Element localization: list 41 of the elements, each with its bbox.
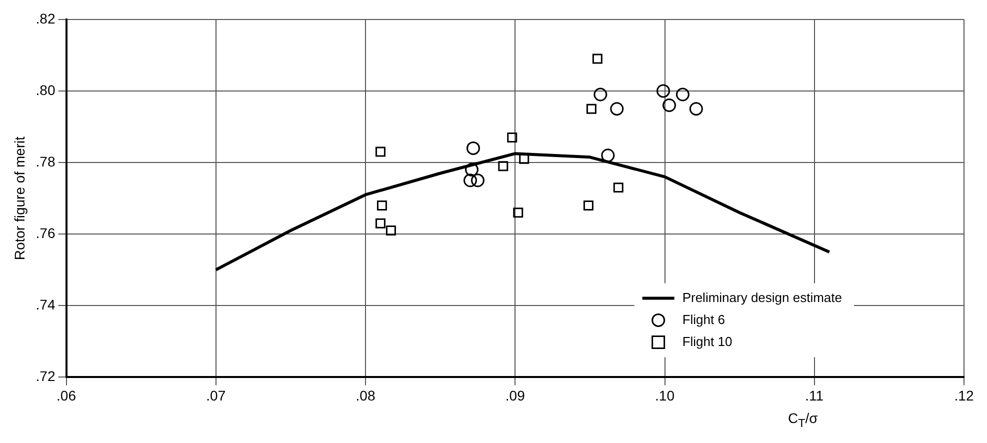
y-tick-label: .82 [36,10,56,26]
point [656,84,670,98]
point [592,54,602,64]
point [594,88,608,102]
y-tick-label: .72 [36,368,56,384]
point [601,148,615,162]
point [498,161,508,172]
x-tick-label: .11 [805,387,824,404]
point [613,182,624,193]
point [507,132,518,142]
point [519,154,530,164]
x-tick-label: .07 [206,387,226,404]
point [375,218,386,228]
point [513,208,524,218]
x-tick-label: .06 [56,387,76,404]
point [470,174,484,188]
legend-label: Flight 6 [682,312,725,327]
point [676,88,690,102]
y-tick-label: .80 [36,82,56,98]
x-axis-title: C$_{T}$/σ [788,410,818,430]
x-tick-label: .08 [356,387,376,404]
point [386,226,396,236]
point [610,102,624,116]
point [466,141,480,155]
point [463,174,477,188]
x-tick-label: .09 [505,387,526,404]
x-tick-label: .10 [655,387,675,404]
legend-label: Preliminary design estimate [682,290,842,305]
point [376,200,387,210]
point [662,98,676,112]
point [689,102,703,116]
y-tick-label: .78 [36,153,56,170]
y-axis-title: Rotor figure of merit [11,136,28,260]
y-tick-label: .74 [36,296,56,312]
point [464,162,478,176]
y-tick-label: .76 [36,224,56,241]
point [583,200,594,210]
legend-label: Flight 10 [682,334,732,349]
x-tick-label: .12 [954,387,974,404]
point [375,146,386,157]
point [586,104,596,114]
